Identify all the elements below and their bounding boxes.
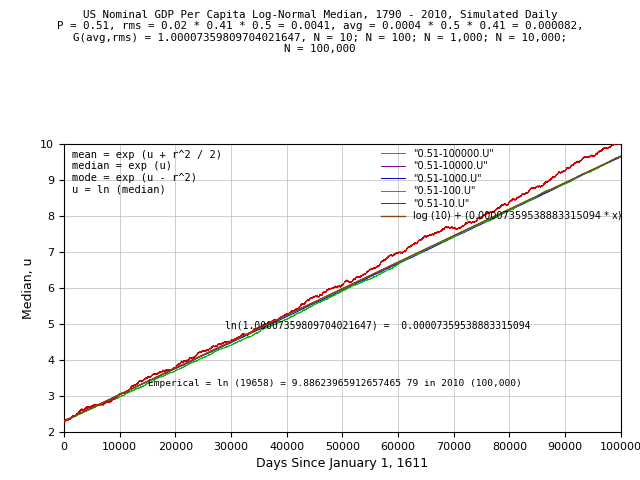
"0.51-1000.U" xyxy=(406,255,414,261)
"0.51-10000.U" xyxy=(177,363,184,369)
"0.51-100.U" xyxy=(60,418,68,424)
Line: "0.51-100000.U": "0.51-100000.U" xyxy=(64,156,621,421)
Line: "0.51-10000.U": "0.51-10000.U" xyxy=(64,156,621,421)
Y-axis label: Median, u: Median, u xyxy=(22,257,35,319)
Line: "0.51-10.U": "0.51-10.U" xyxy=(64,143,621,422)
"0.51-10.U" xyxy=(61,419,68,425)
"0.51-10.U" xyxy=(617,140,625,146)
"0.51-100000.U" xyxy=(200,352,207,358)
"0.51-100000.U" xyxy=(406,253,414,259)
"0.51-10.U" xyxy=(371,265,378,271)
"0.51-10000.U" xyxy=(371,271,378,276)
"0.51-100000.U" xyxy=(371,271,378,276)
"0.51-10000.U" xyxy=(406,253,414,259)
"0.51-1000.U" xyxy=(177,363,184,369)
"0.51-100.U" xyxy=(255,329,263,335)
Line: "0.51-100.U": "0.51-100.U" xyxy=(64,156,621,421)
"0.51-100000.U" xyxy=(255,325,263,331)
"0.51-1000.U" xyxy=(371,272,378,278)
"0.51-100000.U" xyxy=(617,154,625,159)
"0.51-1000.U" xyxy=(200,352,207,358)
"0.51-10.U" xyxy=(613,140,621,145)
"0.51-10.U" xyxy=(535,184,543,190)
"0.51-10.U" xyxy=(177,360,184,366)
"0.51-100.U" xyxy=(177,366,184,372)
"0.51-10.U" xyxy=(200,348,207,354)
"0.51-100000.U" xyxy=(177,363,184,369)
X-axis label: Days Since January 1, 1611: Days Since January 1, 1611 xyxy=(257,457,428,470)
"0.51-1000.U" xyxy=(617,154,625,160)
"0.51-100.U" xyxy=(200,354,207,360)
"0.51-100000.U" xyxy=(60,418,68,424)
"0.51-1000.U" xyxy=(535,194,543,200)
"0.51-10000.U" xyxy=(200,352,207,358)
"0.51-100.U" xyxy=(535,192,543,198)
"0.51-100.U" xyxy=(60,419,68,424)
"0.51-10000.U" xyxy=(617,154,625,159)
"0.51-10.U" xyxy=(406,244,414,250)
Text: Emperical = ln (19658) = 9.88623965912657465 79 in 2010 (100,000): Emperical = ln (19658) = 9.8862396591265… xyxy=(147,379,521,387)
"0.51-10.U" xyxy=(60,418,68,424)
"0.51-10000.U" xyxy=(60,418,68,424)
"0.51-10000.U" xyxy=(535,193,543,199)
Text: mean = exp (u + r^2 / 2)
median = exp (u)
mode = exp (u - r^2)
u = ln (median): mean = exp (u + r^2 / 2) median = exp (u… xyxy=(72,150,222,194)
"0.51-100000.U" xyxy=(535,192,543,198)
Line: "0.51-1000.U": "0.51-1000.U" xyxy=(64,157,621,421)
Legend: "0.51-100000.U", "0.51-10000.U", "0.51-1000.U", "0.51-100.U", "0.51-10.U", log (: "0.51-100000.U", "0.51-10000.U", "0.51-1… xyxy=(381,149,621,221)
"0.51-1000.U" xyxy=(255,327,263,333)
"0.51-100.U" xyxy=(406,254,414,260)
Text: US Nominal GDP Per Capita Log-Normal Median, 1790 - 2010, Simulated Daily
P = 0.: US Nominal GDP Per Capita Log-Normal Med… xyxy=(57,10,583,54)
"0.51-10.U" xyxy=(255,324,263,330)
"0.51-10000.U" xyxy=(255,325,263,331)
"0.51-1000.U" xyxy=(60,418,68,424)
Text: ln(1.00007359809704021647) =  0.00007359538883315094: ln(1.00007359809704021647) = 0.000073595… xyxy=(225,321,531,330)
"0.51-100.U" xyxy=(617,153,625,159)
"0.51-100.U" xyxy=(371,274,378,280)
"0.51-100.U" xyxy=(617,153,625,159)
